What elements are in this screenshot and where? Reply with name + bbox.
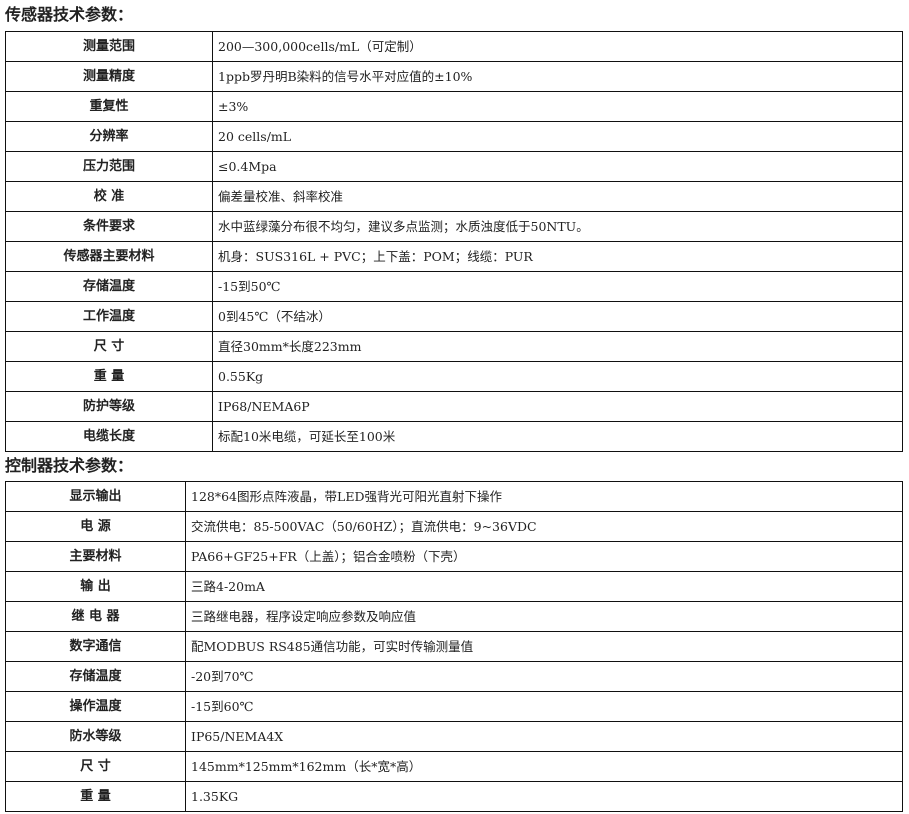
param-value: 128*64图形点阵液晶，带LED强背光可阳光直射下操作 [185, 481, 903, 512]
param-name: 校 准 [5, 181, 213, 212]
param-value: 三路4-20mA [185, 571, 903, 602]
param-name: 显示输出 [5, 481, 186, 512]
param-value: ±3% [212, 91, 903, 122]
table-row: 输 出三路4-20mA [5, 571, 903, 602]
param-name: 操作温度 [5, 691, 186, 722]
param-name: 存储温度 [5, 661, 186, 692]
param-value: 机身：SUS316L + PVC；上下盖：POM；线缆：PUR [212, 241, 903, 272]
table-row: 重复性 ±3% [5, 91, 903, 122]
param-value: ≤0.4Mpa [212, 151, 903, 182]
table-row: 重 量 1.35KG [5, 781, 903, 812]
table-row: 尺 寸 145mm*125mm*162mm（长*宽*高） [5, 751, 903, 782]
param-value: -15到60℃ [185, 691, 903, 722]
param-value: 标配10米电缆，可延长至100米 [212, 421, 903, 452]
param-name: 继 电 器 [5, 601, 186, 632]
param-name: 防水等级 [5, 721, 186, 752]
param-value: IP68/NEMA6P [212, 391, 903, 422]
controller-section-title: 控制器技术参数： [5, 456, 134, 475]
param-name: 数字通信 [5, 631, 186, 662]
param-value: 145mm*125mm*162mm（长*宽*高） [185, 751, 903, 782]
param-name: 电 源 [5, 511, 186, 542]
table-row: 传感器主要材料 机身：SUS316L + PVC；上下盖：POM；线缆：PUR [5, 241, 903, 272]
param-value: 三路继电器，程序设定响应参数及响应值 [185, 601, 903, 632]
table-row: 防水等级 IP65/NEMA4X [5, 721, 903, 752]
param-name: 尺 寸 [5, 751, 186, 782]
param-value: 1.35KG [185, 781, 903, 812]
param-name: 存储温度 [5, 271, 213, 302]
param-name: 压力范围 [5, 151, 213, 182]
param-value: -15到50℃ [212, 271, 903, 302]
table-row: 电缆长度 标配10米电缆，可延长至100米 [5, 421, 903, 452]
table-row: 压力范围 ≤0.4Mpa [5, 151, 903, 182]
param-value: PA66+GF25+FR（上盖）；铝合金喷粉（下壳） [185, 541, 903, 572]
table-row: 数字通信 配MODBUS RS485通信功能，可实时传输测量值 [5, 631, 903, 662]
table-row: 存储温度 -20到70℃ [5, 661, 903, 692]
param-name: 传感器主要材料 [5, 241, 213, 272]
param-name: 重复性 [5, 91, 213, 122]
param-name: 重 量 [5, 361, 213, 392]
param-name: 测量范围 [5, 31, 213, 62]
param-value: 20 cells/mL [212, 121, 903, 152]
table-row: 工作温度 0到45℃（不结冰） [5, 301, 903, 332]
param-name: 条件要求 [5, 211, 213, 242]
table-row: 尺 寸直径30mm*长度223mm [5, 331, 903, 362]
table-row: 测量范围 200—300,000cells/mL（可定制） [5, 31, 903, 62]
param-value: 1ppb罗丹明B染料的信号水平对应值的±10% [212, 61, 903, 92]
param-name: 分辨率 [5, 121, 213, 152]
param-name: 工作温度 [5, 301, 213, 332]
sensor-section-title: 传感器技术参数： [5, 5, 134, 24]
table-row: 测量精度 1ppb罗丹明B染料的信号水平对应值的±10% [5, 61, 903, 92]
table-row: 电 源交流供电：85-500VAC（50/60HZ）；直流供电：9~36VDC [5, 511, 903, 542]
param-value: 交流供电：85-500VAC（50/60HZ）；直流供电：9~36VDC [185, 511, 903, 542]
param-value: -20到70℃ [185, 661, 903, 692]
param-name: 电缆长度 [5, 421, 213, 452]
param-name: 防护等级 [5, 391, 213, 422]
table-row: 分辨率 20 cells/mL [5, 121, 903, 152]
table-row: 显示输出 128*64图形点阵液晶，带LED强背光可阳光直射下操作 [5, 481, 903, 512]
param-value: 水中蓝绿藻分布很不均匀，建议多点监测；水质浊度低于50NTU。 [212, 211, 903, 242]
table-row: 存储温度 -15到50℃ [5, 271, 903, 302]
param-value: IP65/NEMA4X [185, 721, 903, 752]
table-row: 主要材料 PA66+GF25+FR（上盖）；铝合金喷粉（下壳） [5, 541, 903, 572]
param-value: 配MODBUS RS485通信功能，可实时传输测量值 [185, 631, 903, 662]
table-row: 条件要求 水中蓝绿藻分布很不均匀，建议多点监测；水质浊度低于50NTU。 [5, 211, 903, 242]
param-name: 重 量 [5, 781, 186, 812]
param-name: 尺 寸 [5, 331, 213, 362]
param-value: 0.55Kg [212, 361, 903, 392]
param-value: 直径30mm*长度223mm [212, 331, 903, 362]
param-value: 偏差量校准、斜率校准 [212, 181, 903, 212]
param-value: 0到45℃（不结冰） [212, 301, 903, 332]
param-name: 主要材料 [5, 541, 186, 572]
controller-spec-table: 显示输出 128*64图形点阵液晶，带LED强背光可阳光直射下操作电 源交流供电：… [5, 481, 903, 812]
table-row: 防护等级 IP68/NEMA6P [5, 391, 903, 422]
table-row: 操作温度 -15到60℃ [5, 691, 903, 722]
table-row: 校 准偏差量校准、斜率校准 [5, 181, 903, 212]
param-name: 输 出 [5, 571, 186, 602]
table-row: 继 电 器三路继电器，程序设定响应参数及响应值 [5, 601, 903, 632]
sensor-spec-table: 测量范围 200—300,000cells/mL（可定制） 测量精度 1ppb罗丹明B… [5, 31, 903, 452]
table-row: 重 量 0.55Kg [5, 361, 903, 392]
param-name: 测量精度 [5, 61, 213, 92]
param-value: 200—300,000cells/mL（可定制） [212, 31, 903, 62]
